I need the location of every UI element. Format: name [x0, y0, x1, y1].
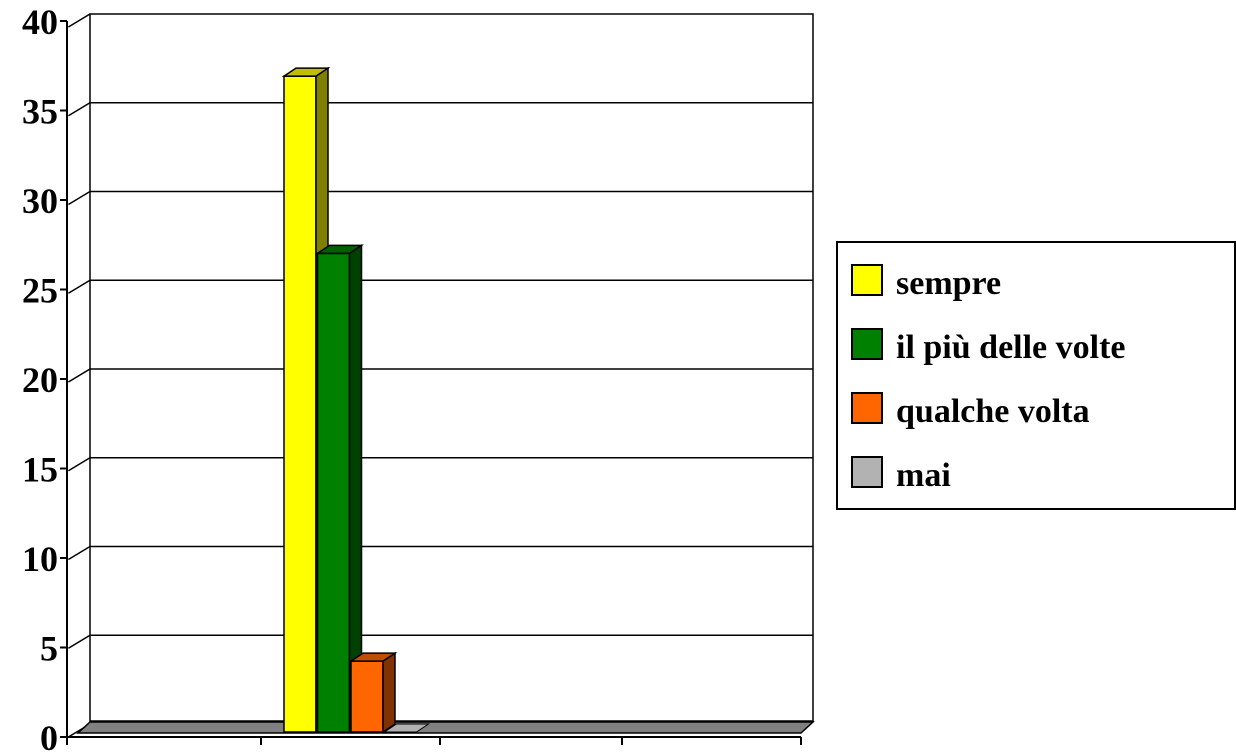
legend-label: il più delle volte	[896, 329, 1126, 366]
bar-side	[382, 651, 396, 734]
bar-il-più-delle-volte	[315, 244, 364, 734]
legend-swatch	[851, 264, 883, 296]
y-tick-label: 35	[22, 92, 58, 132]
gridline-depth	[68, 190, 91, 206]
bar-top	[281, 67, 331, 77]
legend-item: il più delle volte	[851, 328, 1126, 366]
bar-front	[283, 75, 317, 733]
bar-qualche-volta	[348, 651, 398, 734]
gridline-depth	[68, 13, 91, 28]
bar-top	[382, 723, 431, 733]
legend-item: qualche volta	[851, 392, 1090, 430]
floor-slab	[76, 721, 815, 734]
chart-floor	[76, 721, 815, 734]
y-tick-label: 15	[22, 450, 58, 490]
axes	[66, 21, 801, 738]
legend-item: sempre	[851, 264, 1001, 302]
legend-swatch	[851, 456, 883, 488]
legend-box	[836, 241, 1236, 510]
legend-label: qualche volta	[896, 393, 1090, 430]
y-tick-label: 20	[22, 360, 58, 400]
gridline-depth	[68, 368, 91, 383]
legend-swatch	[851, 328, 883, 360]
plot-area	[89, 13, 814, 722]
bar-front	[350, 660, 384, 733]
legend-label: sempre	[896, 265, 1001, 302]
bar-mai	[382, 723, 431, 733]
bar-top	[348, 652, 398, 662]
y-axis-ticks: 0 5 10 15 20 25 30 35 40	[22, 2, 67, 755]
bar-front	[316, 252, 351, 733]
legend: sempre il più delle volte qualche volta mai	[836, 241, 1236, 510]
bars	[281, 66, 431, 734]
legend-label: mai	[896, 457, 951, 494]
gridlines	[68, 13, 813, 738]
y-tick-label: 10	[22, 539, 58, 579]
y-tick-label: 5	[40, 629, 58, 669]
y-tick-label: 40	[22, 2, 58, 42]
y-tick-label: 30	[22, 181, 58, 221]
gridline-depth	[68, 634, 91, 649]
gridline-depth	[68, 102, 91, 117]
gridline-depth	[68, 279, 91, 294]
y-tick-label: 25	[22, 271, 58, 311]
plot-frame	[89, 13, 814, 722]
bar-top	[315, 244, 364, 255]
y-tick-label: 0	[40, 718, 58, 755]
gridline-depth	[68, 457, 91, 472]
x-axis-ticks	[66, 737, 802, 745]
legend-swatch	[851, 392, 883, 424]
gridline-depth	[68, 545, 91, 561]
legend-item: mai	[851, 456, 951, 494]
